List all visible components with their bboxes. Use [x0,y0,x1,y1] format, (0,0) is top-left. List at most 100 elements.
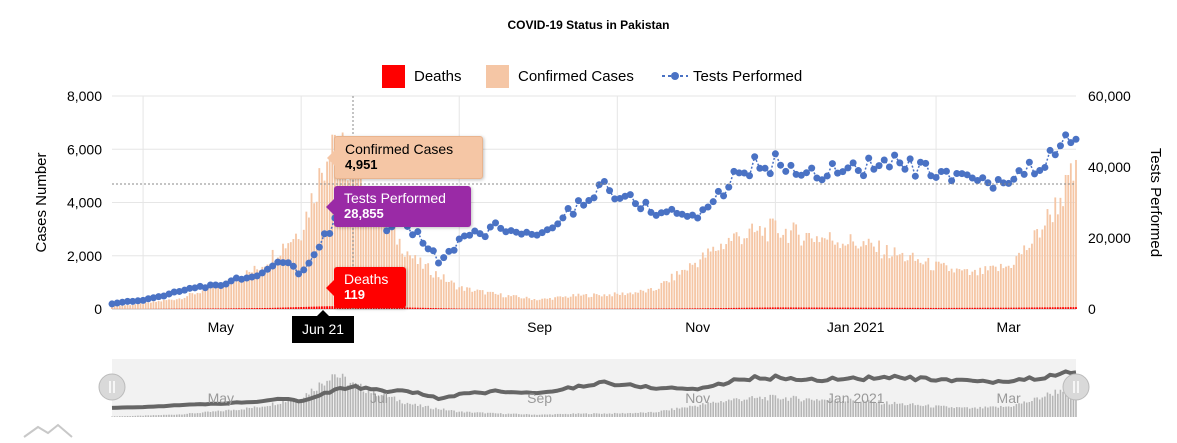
death-bar [953,307,956,309]
navigator-bar [896,403,898,417]
navigator-bar [860,401,862,417]
confirmed-bar [1064,174,1067,309]
confirmed-bar [1056,214,1059,309]
legend-item-deaths[interactable]: Deaths [382,64,462,88]
death-bar [818,307,821,309]
navigator-bar [927,404,930,417]
confirmed-bar [528,298,531,309]
confirmed-bar [1025,250,1028,309]
confirmed-bar [1041,229,1044,309]
navigator-bar [792,395,795,417]
death-bar [318,306,321,309]
confirmed-bar [745,238,748,309]
confirmed-bar [650,288,652,309]
death-bar [331,306,334,309]
confirmed-bar [245,270,248,309]
legend-item-confirmed[interactable]: Confirmed Cases [486,64,634,88]
tests-point [569,210,577,218]
confirmed-bar [784,228,787,309]
death-bar [844,307,847,309]
confirmed-bar [523,298,525,309]
navigator-handle-right[interactable] [1062,373,1090,401]
confirmed-bar [142,304,145,309]
confirmed-bar [764,227,766,309]
navigator-handle-left[interactable] [98,373,126,401]
tests-point [585,196,593,204]
confirmed-bar [271,249,274,309]
confirmed-bar [1036,229,1039,309]
tooltip-tests-value: 28,855 [344,206,384,221]
tests-point [745,172,753,180]
confirmed-bar [427,263,430,309]
death-bar [1046,307,1049,309]
death-bar [1033,307,1036,309]
death-bar [1049,307,1051,309]
confirmed-bar [600,296,603,309]
death-bar [414,307,417,309]
navigator-bar [611,413,613,417]
navigator-bar [207,411,209,417]
confirmed-bar [670,273,673,309]
death-bar [284,307,287,309]
death-bar [756,307,759,309]
death-bar [779,307,782,309]
confirmed-bar [556,296,559,309]
confirmed-bar [375,224,378,309]
confirmed-bar [802,240,805,309]
navigator-bar [992,406,994,417]
navigator-bar [702,403,704,417]
navigator-bar [492,412,494,417]
navigator-bar [917,404,919,417]
confirmed-bar [621,292,624,309]
confirmed-bar [1069,163,1072,309]
navigator-bar [520,414,523,417]
navigator-bar [886,401,888,417]
navigator-bar [129,416,131,417]
confirmed-bar [129,305,132,309]
death-bar [797,307,800,309]
confirmed-bar [771,218,774,309]
death-bar [800,307,803,309]
death-bar [1010,307,1013,309]
confirmed-bar [201,290,204,309]
death-bar [235,308,238,309]
confirmed-bar [126,304,129,309]
navigator-bar [328,380,331,417]
death-bar [1043,307,1046,309]
navigator-bar [279,403,282,417]
confirmed-bar [603,294,606,309]
confirmed-bar [1023,245,1026,309]
navigator-bar [499,413,502,417]
confirmed-bar [929,270,932,309]
navigator-tick-label: Jul [370,390,388,406]
death-bar [717,308,720,309]
navigator-bar [1044,396,1046,417]
death-bar [974,307,976,309]
confirmed-bar [536,300,538,309]
navigator-bar [461,411,463,417]
navigator-bar [531,414,533,417]
tests-point [460,232,468,240]
navigator-bar [510,413,512,417]
confirmed-bar [473,290,476,309]
confirmed-bar [162,299,165,309]
confirmed-bar [901,252,904,309]
confirmed-bar [458,287,461,309]
navigator-bar [862,400,865,417]
confirmed-bar [1067,175,1070,309]
confirmed-bar [251,272,253,309]
navigator-bar [214,411,217,417]
confirmed-bar [904,261,906,309]
tests-point [865,154,873,162]
death-bar [240,308,243,309]
confirmed-bar [935,261,937,309]
confirmed-bar [1015,256,1018,309]
navigator-bar [227,409,230,417]
death-bar [227,308,230,309]
navigator-bar [800,401,803,417]
confirmed-bar [818,242,821,309]
navigator-bar [634,412,637,417]
legend-item-tests[interactable]: Tests Performed [662,64,802,88]
death-bar [1025,307,1028,309]
